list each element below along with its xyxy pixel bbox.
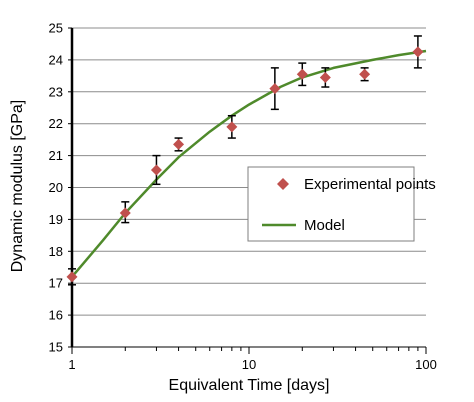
legend: Experimental points Model bbox=[247, 166, 436, 242]
y-tick-label: 23 bbox=[49, 84, 63, 99]
axes bbox=[68, 27, 427, 354]
experimental-series bbox=[66, 35, 424, 286]
y-tick-label: 16 bbox=[49, 308, 63, 323]
legend-label-model: Model bbox=[304, 217, 345, 234]
y-tick-label: 22 bbox=[49, 116, 63, 131]
y-tick-label: 17 bbox=[49, 276, 63, 291]
data-point bbox=[319, 67, 331, 88]
data-point-marker bbox=[66, 271, 78, 283]
x-axis-label: Equivalent Time [days] bbox=[169, 377, 330, 394]
data-point bbox=[269, 67, 281, 111]
data-point bbox=[412, 35, 424, 69]
data-point bbox=[119, 201, 131, 224]
data-point bbox=[66, 268, 78, 286]
data-point-marker bbox=[119, 207, 131, 219]
legend-label-experimental: Experimental points bbox=[304, 176, 436, 193]
data-point bbox=[173, 137, 185, 152]
data-point-marker bbox=[173, 138, 185, 150]
y-axis-label: Dynamic modulus [GPa] bbox=[9, 100, 26, 273]
data-point-marker bbox=[296, 68, 308, 80]
legend-box bbox=[247, 166, 415, 242]
y-tick-label: 24 bbox=[49, 52, 63, 67]
tick-labels: 15 16 17 18 19 20 21 22 23 24 25 1 10 100 bbox=[49, 21, 437, 373]
data-point bbox=[150, 154, 162, 186]
x-tick-label: 10 bbox=[242, 357, 256, 372]
data-point bbox=[226, 114, 238, 139]
data-point-marker bbox=[226, 121, 238, 133]
y-tick-label: 25 bbox=[49, 21, 63, 36]
y-tick-label: 21 bbox=[49, 148, 63, 163]
model-line bbox=[71, 49, 427, 278]
data-point bbox=[359, 67, 371, 82]
data-point-marker bbox=[319, 71, 331, 83]
y-tick-label: 18 bbox=[49, 244, 63, 259]
x-tick-label: 100 bbox=[415, 357, 437, 372]
y-tick-label: 19 bbox=[49, 212, 63, 227]
y-tick-label: 15 bbox=[49, 340, 63, 355]
y-tick-label: 20 bbox=[49, 180, 63, 195]
data-point-marker bbox=[359, 68, 371, 80]
model-series bbox=[71, 49, 427, 278]
x-tick-label: 1 bbox=[68, 357, 75, 372]
data-point-marker bbox=[412, 46, 424, 58]
data-point bbox=[296, 62, 308, 87]
data-point-marker bbox=[150, 164, 162, 176]
legend-marker-diamond bbox=[277, 178, 289, 190]
data-point-marker bbox=[269, 83, 281, 95]
